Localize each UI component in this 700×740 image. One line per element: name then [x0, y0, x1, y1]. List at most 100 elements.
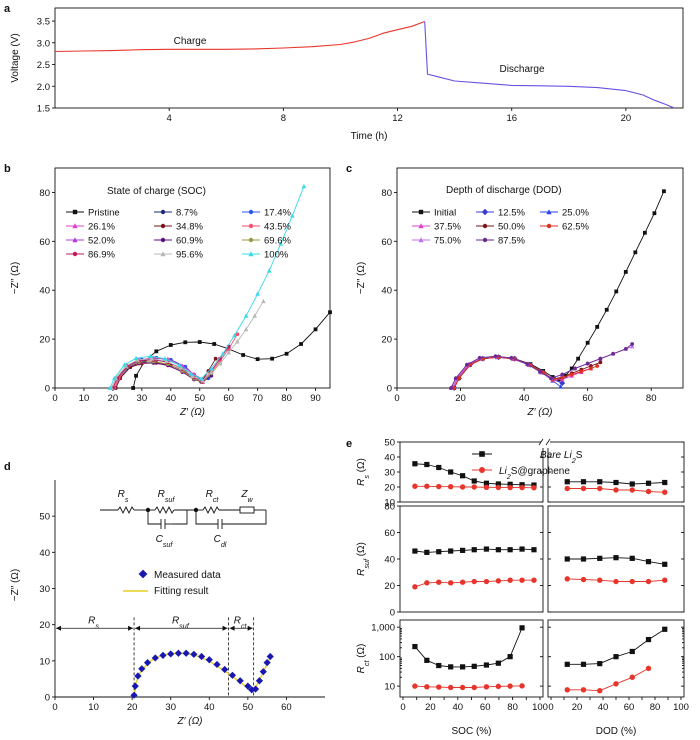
- panel-b-legend-marker: [248, 237, 254, 243]
- panel-e-bare-point: [483, 662, 490, 668]
- panel-a-xlabel: Time (h): [351, 131, 388, 142]
- panel-e-ytick-label: 20: [384, 581, 395, 592]
- panel-b-data-point: [252, 313, 258, 318]
- panel-d-region-label-main: R: [172, 615, 179, 626]
- panel-a-xtick-label: 12: [392, 113, 403, 124]
- panel-c-legend-marker: [546, 209, 552, 215]
- panel-e-bare-point: [519, 482, 525, 488]
- panel-c-frame: [396, 167, 684, 389]
- panel-e-bare-point: [597, 661, 603, 667]
- panel-c-legend-label: 62.5%: [562, 222, 589, 233]
- panel-e-ylabel: Rsuf (Ω): [356, 542, 371, 576]
- panel-c-series-line: [450, 345, 633, 389]
- panel-d-measured-point: [228, 671, 237, 679]
- panel-c-data-point: [585, 361, 590, 366]
- panel-b-data-point: [284, 351, 289, 356]
- panel-c-legend-label: 87.5%: [498, 236, 525, 247]
- panel-c-data-point: [509, 356, 514, 360]
- panel-e-graphene-point: [483, 578, 490, 585]
- panel-d-ytick-label: 10: [39, 656, 50, 667]
- panel-b-xtick-label: 30: [137, 393, 148, 404]
- panel-e-bare-point: [531, 547, 537, 553]
- panel-c-legend-title: Depth of discharge (DOD): [446, 185, 562, 196]
- panel-d-arrowhead-right: [247, 625, 253, 631]
- panel-d-measured-point: [259, 668, 267, 676]
- panel-b-frame: [54, 167, 331, 389]
- panel-b-legend-label: 69.6%: [264, 236, 291, 247]
- panel-b-legend-label: 34.8%: [176, 222, 203, 233]
- panel-e-graphene-point: [531, 485, 537, 491]
- panel-b-legend-label: 17.4%: [264, 208, 291, 219]
- panel-b-data-point: [168, 343, 173, 347]
- panel-c-data-point: [588, 366, 593, 371]
- panel-b-data-point: [149, 356, 155, 361]
- panel-b-data-point: [188, 371, 194, 376]
- panel-e-xtick-label: 40: [598, 702, 609, 713]
- panel-e-graphene-point: [507, 683, 513, 689]
- panel-d-measured-point: [205, 656, 213, 664]
- panel-e-bare-point: [519, 625, 525, 631]
- panel-e-graphene-point: [412, 683, 418, 689]
- panel-b-ytick-label: 20: [39, 335, 50, 346]
- panel-b-xtick-label: 80: [281, 393, 292, 404]
- panel-e-bare-point: [507, 547, 513, 553]
- panel-e-graphene-point: [629, 487, 635, 493]
- panel-b-xtick-label: 50: [194, 393, 205, 404]
- panel-e-bare-point: [448, 469, 454, 475]
- circuit-label-sub: w: [247, 495, 253, 504]
- panel-e-legend-bare: Bare Li2S: [540, 450, 583, 465]
- panel-b-data-point: [112, 375, 117, 381]
- panel-e-graphene-point: [436, 684, 442, 690]
- panel-e-ytick-label: 50: [384, 438, 395, 449]
- panel-c-ytick-label: 40: [381, 286, 392, 297]
- panel-e-bare-point: [613, 654, 619, 660]
- panel-e-graphene-point: [483, 484, 490, 490]
- panel-b-xtick-label: 60: [223, 393, 234, 404]
- panel-e-bare-point: [629, 648, 635, 655]
- panel-d-region-label: Rs: [88, 615, 99, 630]
- panel-c-xtick-label: 80: [646, 393, 657, 404]
- panel-b-data-point: [107, 385, 113, 390]
- circuit-label-main: R: [206, 489, 213, 500]
- panel-c-data-point: [614, 289, 619, 294]
- panel-e-legend-bare-sub: 2: [571, 456, 576, 465]
- panel-e-ytick-label: 10: [384, 682, 395, 693]
- panel-e-bare-point: [645, 559, 652, 565]
- panel-b-xtick-label: 10: [79, 393, 90, 404]
- panel-d-measured-point: [159, 651, 167, 660]
- panel-e-ytick-label: 40: [384, 555, 395, 566]
- panel-e-graphene-point: [459, 684, 466, 691]
- panel-b-letter: b: [4, 163, 11, 175]
- panel-b-data-point: [220, 351, 226, 356]
- panel-b-data-point: [290, 213, 295, 218]
- panel-b-xtick-label: 0: [52, 393, 57, 404]
- panel-e-graphene-point: [519, 484, 525, 491]
- panel-e-ylabel-unit: (Ω): [356, 542, 367, 559]
- panel-d-region-label-sub: ct: [241, 621, 248, 630]
- panel-e-bare-point: [662, 561, 668, 567]
- panel-e-ytick-label: 0: [390, 608, 395, 619]
- panel-b-data-point: [131, 386, 136, 390]
- panel-b-data-point: [235, 339, 240, 344]
- panel-c-data-point: [652, 211, 657, 216]
- panel-e-bare-point: [580, 479, 587, 485]
- panel-a-xtick-label: 8: [281, 113, 286, 124]
- panel-e-bare-point: [495, 547, 501, 553]
- panel-e-bare-point: [580, 661, 587, 667]
- panel-e-bare-point: [471, 663, 477, 669]
- panel-e-ytick-label: 80: [384, 502, 395, 513]
- panel-b-data-point: [134, 373, 138, 378]
- panel-b-data-point: [328, 310, 332, 315]
- panel-c-legend-marker: [418, 209, 424, 215]
- panel-b-xtick-label: 20: [108, 393, 119, 404]
- panel-c-data-point: [525, 362, 530, 366]
- panel-c-ytick-label: 60: [381, 237, 392, 248]
- panel-b-data-point: [266, 268, 272, 273]
- panel-e-legend-bare-unit: S: [576, 450, 583, 461]
- panel-e-graphene-point: [580, 687, 587, 693]
- panel-b-data-point: [197, 340, 202, 344]
- panel-e-graphene-point: [613, 487, 619, 493]
- panel-b-data-point: [178, 365, 184, 370]
- panel-b-series-line: [132, 311, 331, 389]
